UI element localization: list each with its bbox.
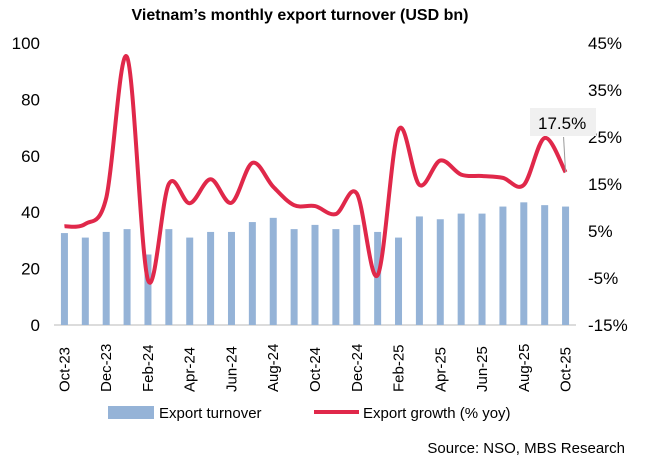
bar-export-turnover: [415, 216, 423, 325]
x-tick-label: Feb-24: [140, 344, 157, 392]
bar-export-turnover: [123, 229, 131, 325]
y-right-tick-label: -5%: [588, 269, 618, 288]
x-tick-label: Jun-25: [474, 346, 491, 392]
bar-export-turnover: [562, 206, 570, 325]
bar-export-turnover: [227, 231, 235, 325]
bar-export-turnover: [81, 237, 89, 325]
y-right-tick-label: -15%: [588, 316, 628, 335]
bar-export-turnover: [311, 224, 319, 325]
bar-export-turnover: [186, 237, 194, 325]
x-tick-label: Oct-25: [558, 347, 575, 392]
bar-export-turnover: [332, 229, 340, 325]
x-tick-label: Apr-25: [432, 347, 449, 392]
x-tick-label: Apr-24: [182, 347, 199, 392]
source-note: Source: NSO, MBS Research: [427, 440, 625, 457]
y-left-tick-label: 60: [21, 147, 40, 166]
x-tick-label: Oct-24: [307, 347, 324, 392]
bar-export-turnover: [290, 229, 298, 325]
x-tick-label: Aug-25: [516, 344, 533, 392]
bar-export-turnover: [457, 213, 465, 325]
y-left-tick-label: 40: [21, 203, 40, 222]
bar-export-turnover: [541, 205, 549, 325]
line-export-growth: [64, 54, 568, 285]
bar-export-turnover: [60, 233, 68, 325]
legend-label-growth: Export growth (% yoy): [363, 405, 511, 422]
bar-export-turnover: [436, 219, 444, 325]
bar-export-turnover: [248, 222, 256, 325]
x-tick-label: Oct-23: [56, 347, 73, 392]
bar-export-turnover: [165, 229, 173, 325]
annotation-leader: [563, 136, 567, 173]
x-tick-label: Dec-23: [98, 344, 115, 392]
y-right-tick-label: 5%: [588, 222, 613, 241]
bar-export-turnover: [395, 237, 403, 325]
bar-export-turnover: [269, 217, 277, 325]
x-tick-label: Jun-24: [223, 346, 240, 392]
y-right-tick-label: 15%: [588, 175, 622, 194]
annotation-label: 17.5%: [538, 114, 586, 133]
x-tick-label: Dec-24: [349, 344, 366, 392]
y-right-tick-label: 25%: [588, 128, 622, 147]
y-right-tick-label: 45%: [588, 34, 622, 53]
legend-label-turnover: Export turnover: [159, 405, 262, 422]
y-left-tick-label: 0: [31, 316, 40, 335]
legend: Export turnover Export growth (% yoy): [108, 405, 511, 422]
y-left-tick-label: 100: [12, 34, 40, 53]
y-left-tick-label: 20: [21, 260, 40, 279]
x-tick-label: Aug-24: [265, 344, 282, 392]
bar-export-turnover: [520, 202, 528, 325]
x-tick-label: Feb-25: [391, 344, 408, 392]
bar-export-turnover: [374, 231, 382, 325]
bar-export-turnover: [102, 231, 110, 325]
annotation-box: [530, 108, 596, 136]
legend-bar-swatch: [108, 406, 154, 419]
y-right-tick-label: 35%: [588, 81, 622, 100]
bar-export-turnover: [144, 254, 152, 325]
bar-export-turnover: [207, 231, 215, 325]
chart-title: Vietnam’s monthly export turnover (USD b…: [132, 7, 469, 24]
bar-export-turnover: [353, 224, 361, 325]
y-left-tick-label: 80: [21, 90, 40, 109]
bar-export-turnover: [499, 206, 507, 325]
bar-export-turnover: [478, 213, 486, 325]
